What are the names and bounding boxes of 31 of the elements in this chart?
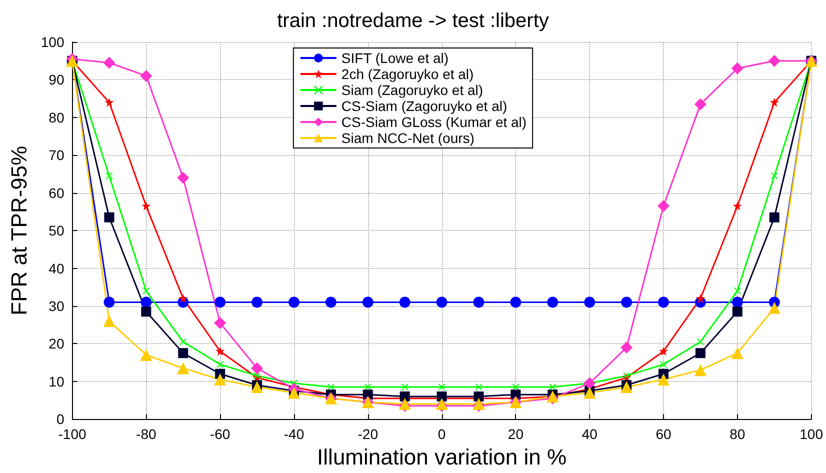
x-tick-label: 20 [508, 426, 524, 442]
chart-title: train :notredame -> test :liberty [277, 10, 549, 32]
y-tick-label: 10 [48, 373, 64, 390]
y-tick-label: 90 [48, 72, 64, 88]
x-tick-label: 40 [582, 426, 598, 442]
x-tick-label: 0 [438, 426, 446, 442]
y-tick-label: 60 [48, 184, 64, 201]
x-axis-title: Illumination variation in % [317, 444, 567, 470]
y-tick-label: 20 [48, 336, 64, 352]
y-tick-label: 40 [48, 260, 64, 276]
x-tick-label: -60 [210, 426, 230, 442]
legend-label: Siam (Zagoruyko et al) [341, 82, 484, 98]
x-tick-label: 100 [800, 426, 824, 442]
legend-label: CS-Siam (Zagoruyko et al) [341, 98, 508, 114]
x-tick-label: 60 [656, 426, 672, 442]
y-tick-label: 0 [56, 411, 64, 428]
x-tick-label: -20 [358, 426, 378, 442]
legend-label: Siam NCC-Net (ours) [341, 130, 474, 146]
legend-label: CS-Siam GLoss (Kumar et al) [341, 114, 527, 130]
y-tick-label: 70 [48, 147, 64, 164]
y-tick-label: 30 [48, 298, 64, 314]
y-tick-label: 50 [48, 222, 64, 239]
legend-label: SIFT (Lowe et al) [341, 50, 449, 66]
x-tick-label: 80 [730, 426, 746, 442]
y-tick-label: 100 [40, 34, 64, 50]
y-axis-title: FPR at TPR-95% [6, 146, 32, 316]
x-tick-label: -80 [136, 426, 156, 442]
x-tick-label: -40 [284, 426, 304, 442]
x-tick-label: -100 [58, 426, 86, 442]
y-tick-label: 80 [48, 109, 64, 126]
legend-label: 2ch (Zagoruyko et al) [341, 66, 474, 82]
